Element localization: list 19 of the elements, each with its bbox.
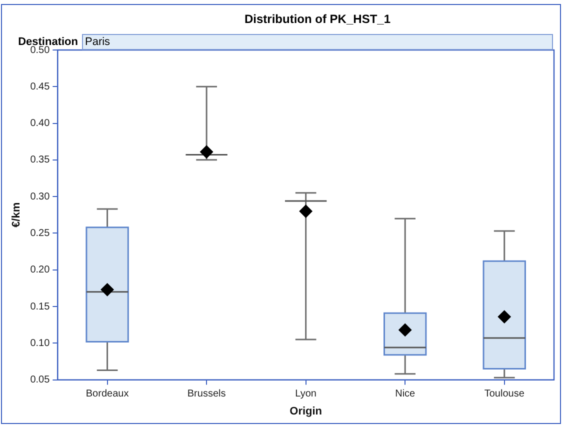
x-axis-title: Origin [290, 405, 322, 418]
y-tick-label: 0.10 [30, 338, 50, 349]
x-tick-label: Toulouse [484, 388, 525, 400]
y-tick-label: 0.30 [30, 191, 50, 202]
y-tick-label: 0.15 [30, 301, 50, 312]
text: Paris [82, 34, 553, 50]
y-axis-title: €/km [10, 202, 23, 228]
y-tick-label: 0.20 [30, 264, 50, 276]
y-tick-label: 0.25 [30, 228, 50, 239]
x-tick-label: Brussels [187, 388, 226, 400]
y-tick-label: 0.45 [30, 81, 50, 92]
chart-title: Distribution of PK_HST_1 [243, 12, 392, 26]
y-tick-label: 0.35 [30, 154, 50, 166]
x-tick-label: Bordeaux [86, 388, 129, 400]
y-tick-label: 0.50 [30, 44, 50, 56]
y-tick-label: 0.40 [30, 118, 50, 130]
x-tick-label: Nice [395, 388, 416, 400]
x-tick-label: Lyon [295, 388, 316, 400]
y-tick-label: 0.05 [30, 374, 50, 386]
